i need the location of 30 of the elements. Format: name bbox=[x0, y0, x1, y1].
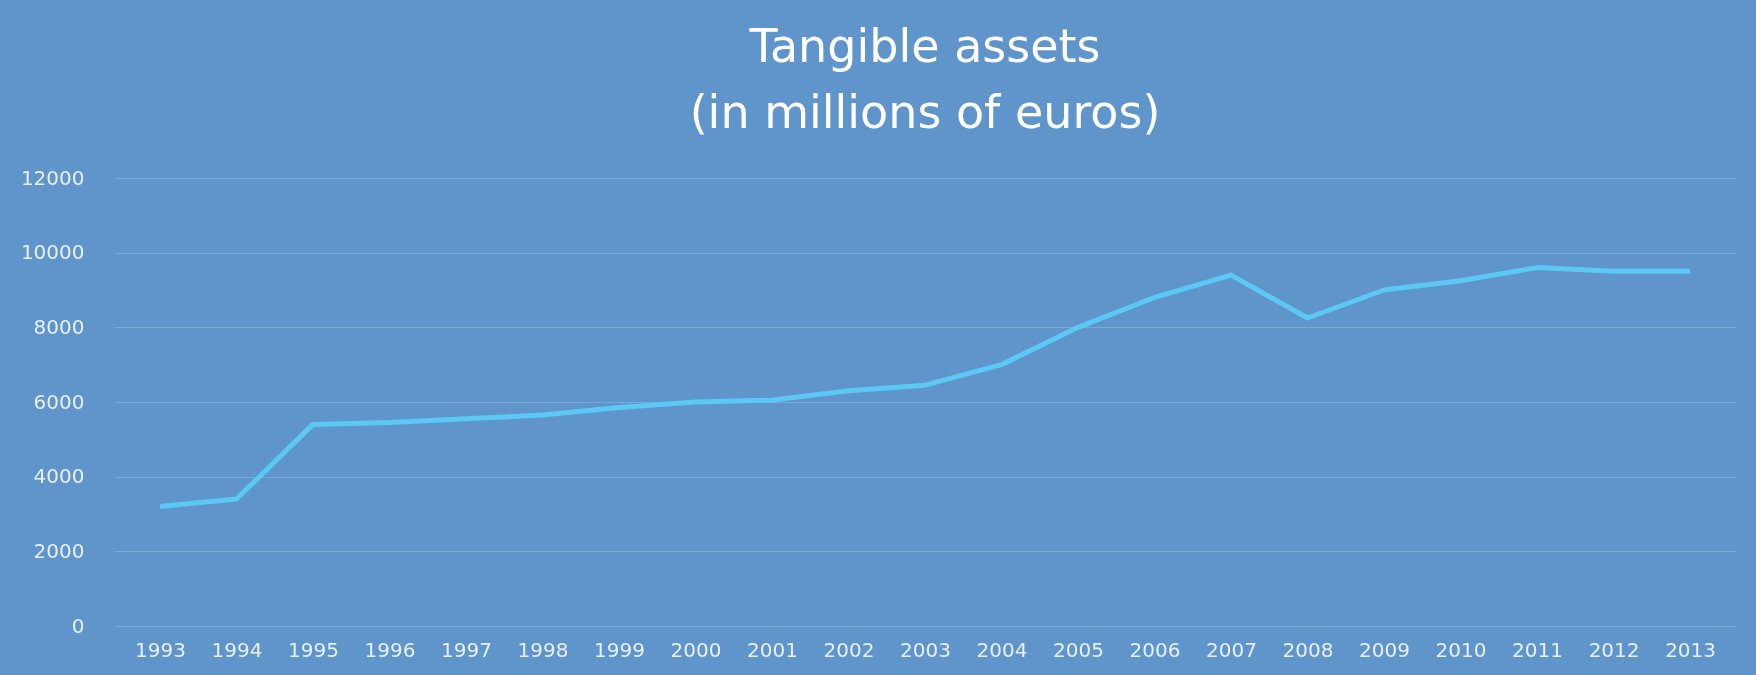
x-tick-label: 2011 bbox=[1512, 637, 1564, 662]
x-tick-label: 2003 bbox=[900, 637, 951, 662]
x-tick-label: 2005 bbox=[1053, 637, 1104, 662]
y-tick-label: 10000 bbox=[20, 240, 85, 265]
x-tick-label: 1997 bbox=[440, 637, 492, 662]
x-tick-label: 1999 bbox=[594, 637, 645, 662]
y-tick-label: 6000 bbox=[33, 389, 85, 414]
x-tick-label: 2002 bbox=[823, 637, 875, 662]
x-tick-label: 1995 bbox=[287, 637, 339, 662]
x-tick-label: 1998 bbox=[517, 637, 569, 662]
y-tick-label: 0 bbox=[71, 613, 85, 638]
y-tick-label: 8000 bbox=[33, 314, 85, 339]
x-tick-label: 2006 bbox=[1129, 637, 1181, 662]
x-tick-label: 1994 bbox=[211, 637, 263, 662]
x-tick-label: 2008 bbox=[1282, 637, 1334, 662]
x-tick-label: 1993 bbox=[134, 637, 186, 662]
x-tick-label: 2000 bbox=[670, 637, 722, 662]
x-tick-label: 2001 bbox=[747, 637, 798, 662]
x-tick-label: 2010 bbox=[1435, 637, 1487, 662]
y-tick-label: 12000 bbox=[20, 165, 85, 190]
y-tick-label: 4000 bbox=[33, 464, 85, 489]
text: Tangible assets bbox=[749, 19, 1101, 73]
x-tick-label: 2007 bbox=[1206, 637, 1257, 662]
x-tick-label: 2009 bbox=[1359, 637, 1411, 662]
x-tick-label: 2013 bbox=[1665, 637, 1717, 662]
x-tick-label: 2004 bbox=[976, 637, 1028, 662]
x-tick-label: 1996 bbox=[364, 637, 416, 662]
text: (in millions of euros) bbox=[689, 85, 1161, 139]
y-tick-label: 2000 bbox=[33, 538, 85, 563]
x-tick-label: 2012 bbox=[1588, 637, 1640, 662]
